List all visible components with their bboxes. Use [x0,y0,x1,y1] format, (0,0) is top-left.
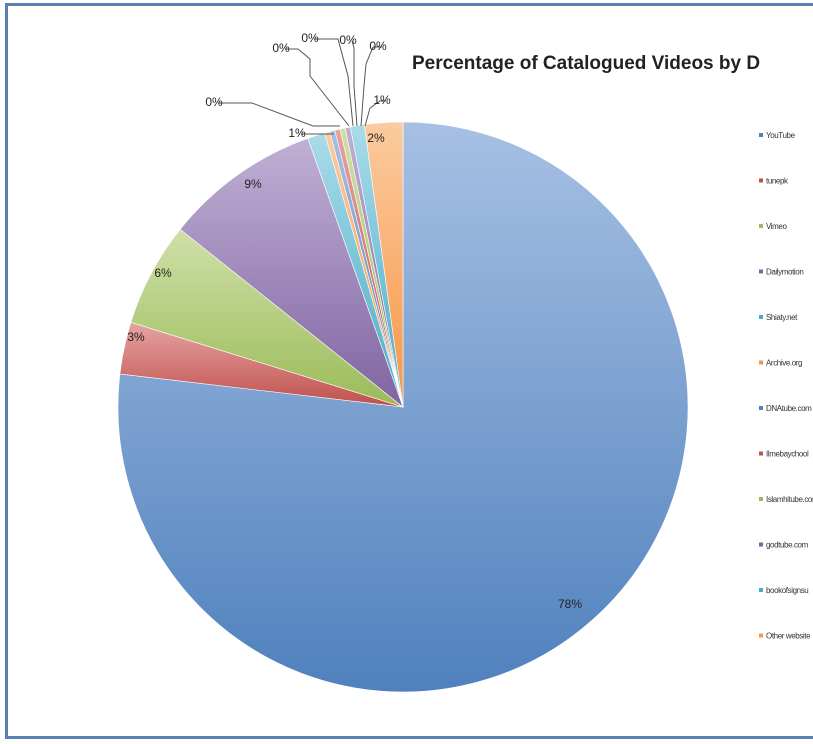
data-label: 2% [367,131,385,145]
legend-swatch [759,497,763,501]
legend-label: bookofsignsu [766,586,808,595]
leader-line [314,38,354,127]
data-label: 1% [288,126,306,140]
chart-title: Percentage of Catalogued Videos by D [412,53,760,74]
legend-label: Dailymotion [766,268,803,277]
data-label: 0% [369,39,387,53]
label-leader-lines [218,38,386,135]
legend-swatch [759,315,763,319]
legend-label: godtube.com [766,541,809,550]
leader-line [360,46,382,127]
data-labels: 78% 3% 6% 9% 1% 0% 0% 0% 0% 0% 1% 2% [127,31,582,611]
data-label: 9% [244,177,262,191]
data-label: 0% [339,33,357,47]
legend-swatch [759,224,763,228]
leader-line [285,48,350,127]
leader-line [218,102,340,127]
legend-label: Ilmebaychool [766,450,809,459]
legend-swatch [759,406,763,410]
legend-swatch [759,588,763,592]
legend-label: YouTube [766,131,796,140]
chart-frame: Percentage of Catalogued Videos by D 78%… [5,3,813,739]
pie-slice-dailymotion [179,137,404,408]
legend-swatch [759,542,763,547]
legend-label: Shiaty.net [766,313,798,322]
legend-swatch [759,178,763,183]
legend-swatch [759,360,763,365]
legend-label: Vimeo [766,222,787,231]
data-label: 0% [301,31,319,45]
legend-label: Islamhitube.com [766,495,813,504]
leader-line [351,40,358,127]
pie-slice-other-website [363,121,404,408]
pie-chart: Percentage of Catalogued Videos by D 78%… [117,31,813,693]
legend-label: Other website [766,632,811,641]
data-label: 1% [373,93,391,107]
data-label: 78% [558,597,582,611]
legend-swatch [759,133,763,137]
legend-label: Archive.org [766,359,802,368]
legend-swatch [759,633,763,638]
data-label: 0% [272,41,290,55]
data-label: 6% [154,266,172,280]
legend-swatch [759,269,763,274]
leader-line [364,100,386,127]
legend-swatch [759,451,763,456]
pie-slices [117,121,689,693]
legend: YouTube tunepk Vimeo Dailymotion Shiaty.net A… [759,131,813,641]
legend-label: tunepk [766,177,789,186]
legend-label: DNAtube.com [766,404,812,413]
data-label: 0% [205,95,223,109]
data-label: 3% [127,330,145,344]
